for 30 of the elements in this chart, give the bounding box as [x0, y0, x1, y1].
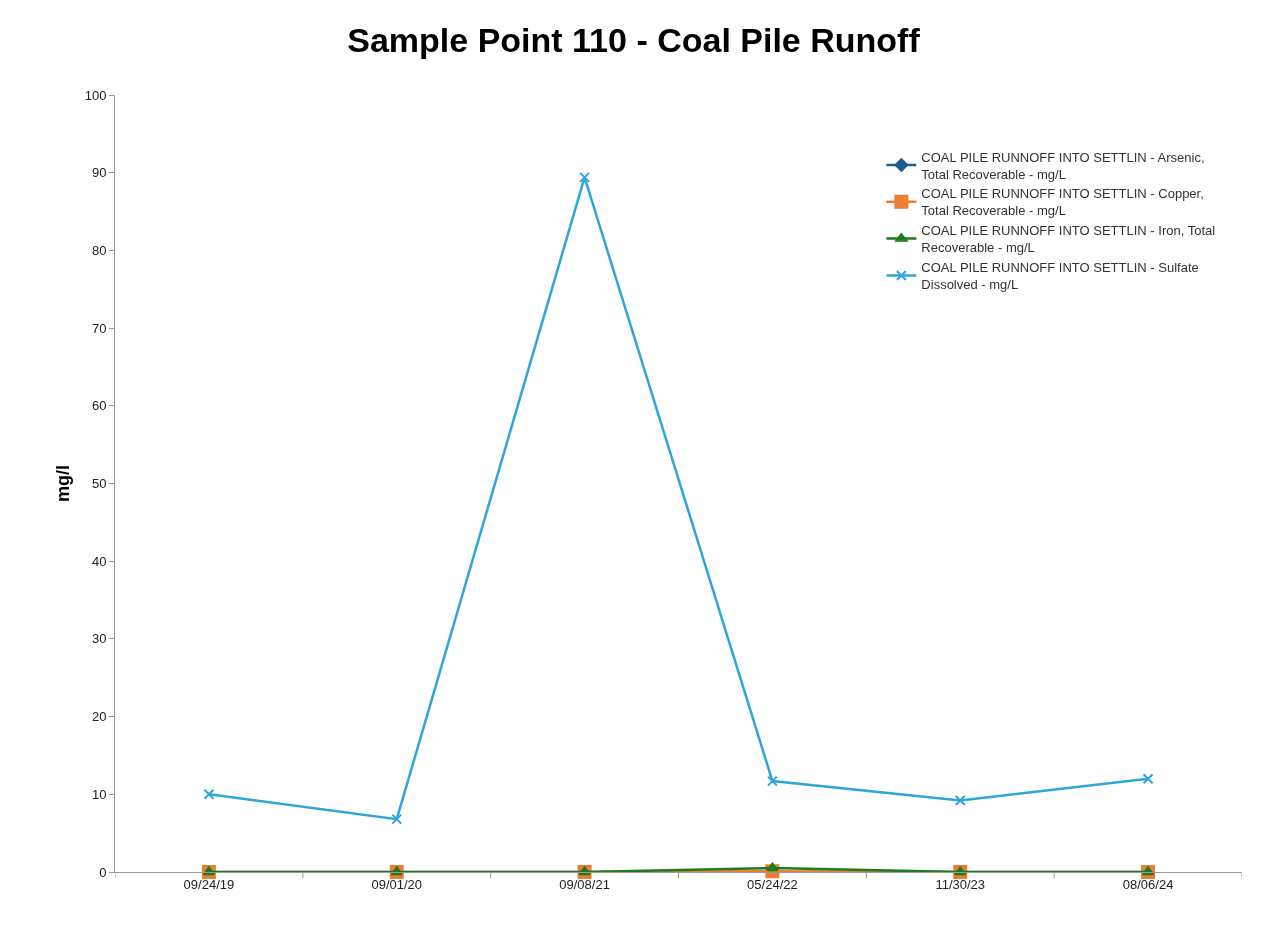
y-tick-label: 30: [91, 631, 107, 647]
x-tick-label: 09/24/19: [183, 876, 235, 892]
chart-title: Sample Point 110 - Coal Pile Runoff: [347, 20, 921, 59]
y-tick-label: 0: [99, 864, 107, 880]
y-tick-label: 70: [91, 320, 107, 336]
y-tick-label: 100: [84, 87, 107, 103]
point: [1142, 773, 1154, 785]
point: [766, 862, 779, 872]
y-tick-label: 90: [91, 165, 107, 181]
y-tick-label: 50: [91, 476, 107, 492]
x-tick-label: 09/01/20: [371, 876, 423, 892]
y-tick-label: 80: [91, 242, 107, 258]
legend-label: COAL PILE RUNNOFF INTO SETTLIN - Sulfate Dissolved - mg/L: [921, 260, 1199, 292]
y-tick-label: 20: [91, 709, 107, 725]
y-tick-label: 10: [91, 786, 107, 802]
point: [954, 795, 966, 807]
legend-label: COAL PILE RUNNOFF INTO SETTLIN - Copper, Total Recoverable - mg/L: [921, 186, 1204, 219]
legend-label: COAL PILE RUNNOFF INTO SETTLIN - Iron, Total Recoverable - mg/L: [921, 223, 1216, 256]
point: [391, 813, 403, 825]
x-tick-label: 09/08/21: [559, 876, 610, 892]
y-tick-label: 60: [91, 398, 107, 414]
point: [579, 171, 591, 183]
legend-label: COAL PILE RUNNOFF INTO SETTLIN - Arsenic, Total Recoverable - mg/L: [921, 149, 1205, 182]
y-tick-label: 40: [91, 553, 107, 569]
point: [203, 788, 215, 800]
x-tick-label: 08/06/24: [1122, 876, 1174, 892]
point: [766, 775, 778, 787]
y-axis-title: mg/l: [53, 464, 73, 503]
x-tick-label: 05/24/22: [747, 876, 798, 892]
x-tick-label: 11/30/23: [935, 876, 986, 892]
